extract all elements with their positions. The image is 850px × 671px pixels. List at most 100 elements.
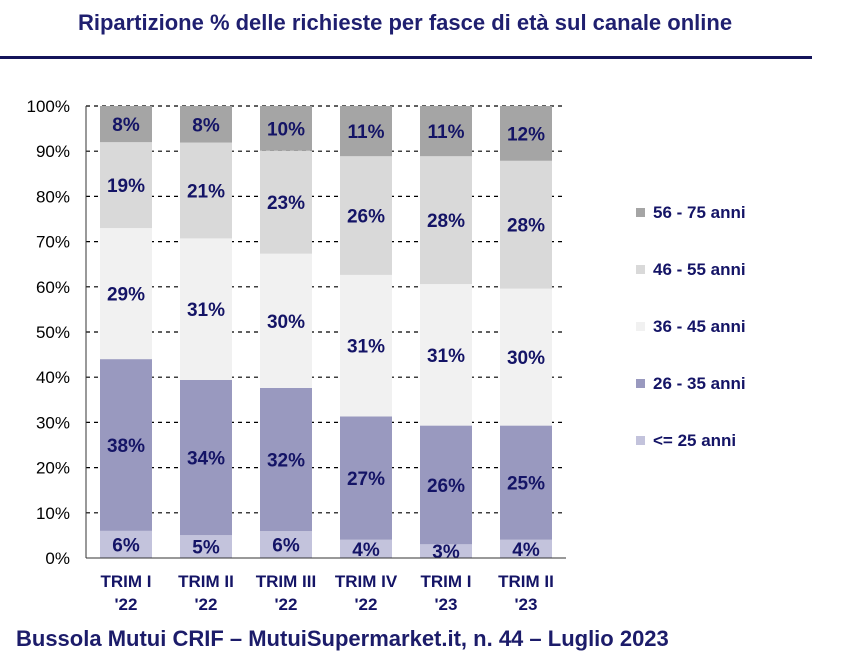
legend-swatch (636, 208, 645, 217)
data-label: 10% (267, 119, 305, 140)
bar-segment (500, 539, 552, 558)
bar-segment (420, 284, 472, 426)
data-label: 8% (112, 115, 140, 136)
data-label: 38% (107, 436, 145, 457)
bar-segment (340, 106, 392, 157)
x-tick-label: '22 (115, 595, 138, 614)
bar-segment (340, 156, 392, 275)
bar-segment (340, 416, 392, 540)
legend-label: 56 - 75 anni (653, 203, 746, 222)
y-tick-label: 50% (36, 323, 70, 342)
data-label: 12% (507, 124, 545, 145)
x-tick-label: TRIM II (498, 572, 554, 591)
data-label: 3% (432, 542, 460, 563)
chart-title: Ripartizione % delle richieste per fasce… (77, 10, 733, 35)
bar-segment (260, 253, 312, 388)
legend-label: 26 - 35 anni (653, 374, 746, 393)
bar-segment (100, 359, 152, 531)
bar-segment (500, 106, 552, 161)
y-tick-label: 80% (36, 187, 70, 206)
data-label: 31% (187, 300, 225, 321)
legend-swatch (636, 322, 645, 331)
legend-swatch (636, 265, 645, 274)
y-tick-label: 100% (27, 97, 70, 116)
bar-segment (180, 106, 232, 143)
data-label: 32% (267, 451, 305, 472)
title-divider (0, 56, 812, 59)
bar-segment (500, 288, 552, 426)
data-label: 34% (187, 449, 225, 470)
bar-segment (100, 106, 152, 143)
x-tick-label: '22 (355, 595, 378, 614)
data-label: 27% (347, 469, 385, 490)
data-label: 4% (512, 540, 540, 561)
bar-segment (420, 156, 472, 285)
bar-segment (180, 238, 232, 380)
bar-segment (100, 142, 152, 229)
y-tick-label: 10% (36, 504, 70, 523)
bar-segment (260, 387, 312, 532)
bar-segment (260, 150, 312, 254)
bar-segment (260, 106, 312, 151)
data-label: 23% (267, 193, 305, 214)
data-label: 28% (507, 216, 545, 237)
data-label: 19% (107, 176, 145, 197)
data-label: 26% (347, 207, 385, 228)
bar-segment (180, 142, 232, 239)
x-tick-label: '23 (435, 595, 458, 614)
y-tick-label: 40% (36, 368, 70, 387)
bar-segment (500, 160, 552, 289)
bar-segment (420, 425, 472, 545)
bar-segment (100, 228, 152, 360)
bars-layer (100, 106, 552, 558)
data-labels-layer: 6% 38% 29% 19% 8% 5% 34% 31% 21% 8% 6% 32% 30% 23% 10%… (107, 115, 545, 563)
x-tick-label: '22 (275, 595, 298, 614)
data-label: 30% (507, 348, 545, 369)
data-label: 5% (192, 538, 220, 559)
data-label: 31% (427, 346, 465, 367)
bar-segment (500, 425, 552, 540)
data-label: 6% (112, 535, 140, 556)
legend-label: 46 - 55 anni (653, 260, 746, 279)
data-label: 11% (428, 122, 465, 143)
y-tick-label: 90% (36, 142, 70, 161)
x-tick-label: TRIM I (101, 572, 152, 591)
y-tick-label: 0% (45, 549, 70, 568)
data-label: 4% (352, 540, 380, 561)
footer-source: Bussola Mutui CRIF – MutuiSupermarket.it… (16, 626, 669, 651)
x-tick-label: '23 (515, 595, 538, 614)
x-tick-label: TRIM IV (335, 572, 398, 591)
bar-segment (340, 274, 392, 417)
legend-label: 36 - 45 anni (653, 317, 746, 336)
data-label: 6% (272, 536, 300, 557)
data-label: 30% (267, 312, 305, 333)
data-label: 8% (192, 115, 220, 136)
data-label: 31% (347, 337, 385, 358)
legend: 56 - 75 anni 46 - 55 anni 36 - 45 anni 26 -… (636, 203, 746, 450)
data-label: 28% (427, 211, 465, 232)
data-label: 29% (107, 285, 145, 306)
y-tick-label: 20% (36, 459, 70, 478)
bar-segment (180, 379, 232, 536)
x-tick-label: TRIM II (178, 572, 234, 591)
data-label: 21% (187, 181, 225, 202)
data-label: 11% (348, 122, 385, 143)
axis-layer: 0% 10% 20% 30% 40% 50% 60% 70% 80% 90% 100% TRIM I '… (27, 97, 566, 614)
x-tick-label: '22 (195, 595, 218, 614)
bar-segment (180, 535, 232, 558)
x-tick-label: TRIM III (256, 572, 316, 591)
bar-segment (420, 544, 472, 558)
data-label: 25% (507, 474, 545, 495)
bar-segment (340, 539, 392, 558)
bar-segment (100, 530, 152, 558)
grid-layer (86, 105, 566, 514)
y-tick-label: 60% (36, 278, 70, 297)
bar-segment (420, 106, 472, 157)
data-label: 26% (427, 476, 465, 497)
y-tick-label: 70% (36, 233, 70, 252)
legend-swatch (636, 436, 645, 445)
legend-swatch (636, 379, 645, 388)
y-tick-label: 30% (36, 413, 70, 432)
bar-segment (260, 531, 312, 558)
